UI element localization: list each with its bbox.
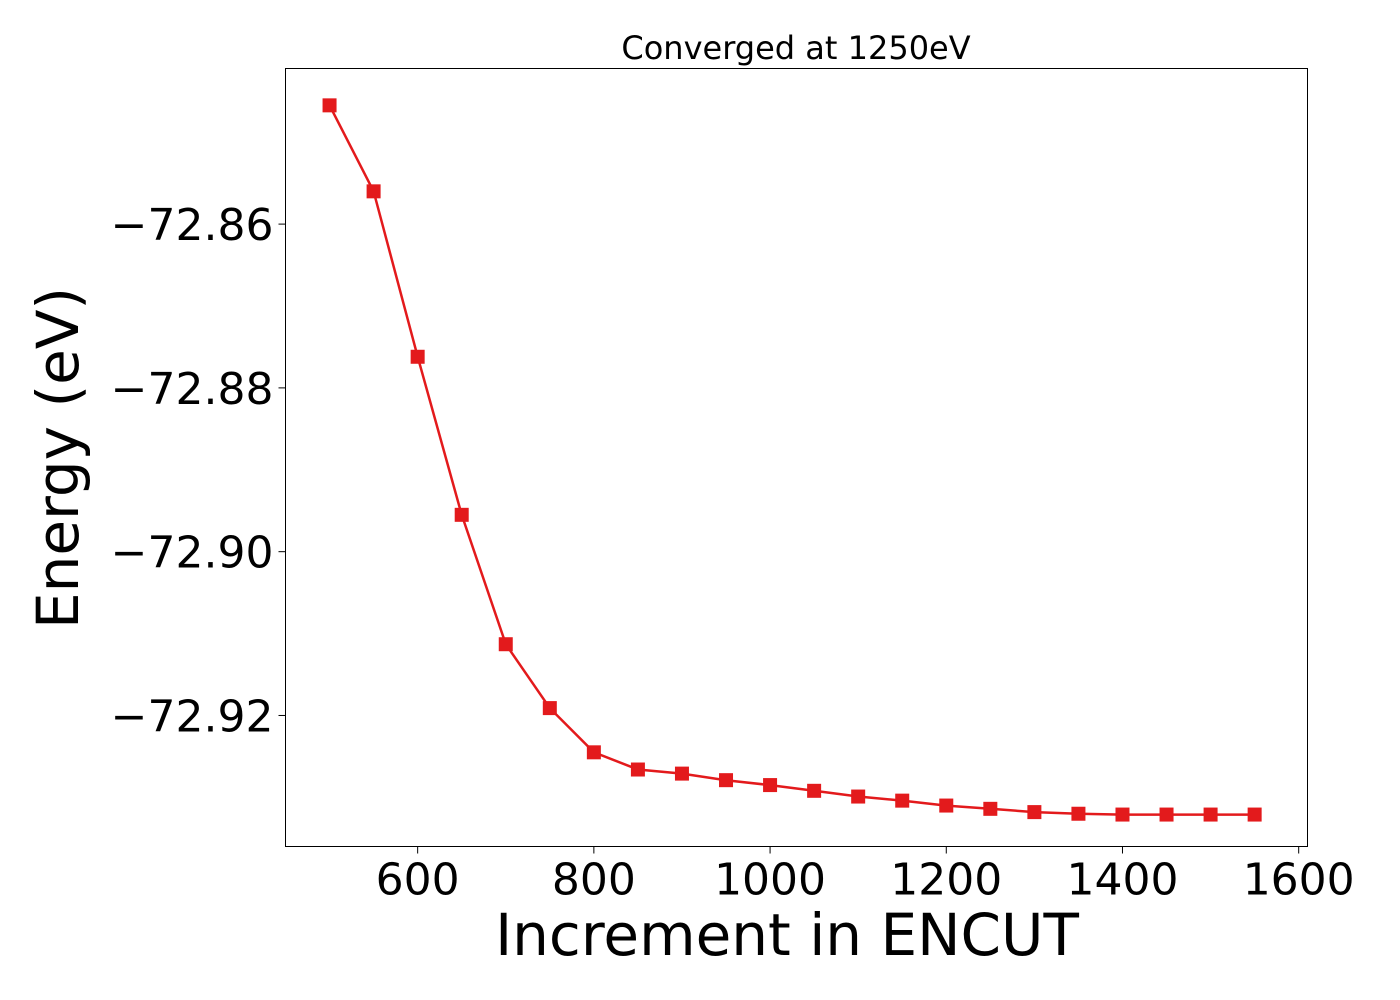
y-tick-label: −72.92 — [111, 691, 274, 742]
x-tick-label: 1400 — [1066, 855, 1178, 906]
x-tick-label: 1200 — [890, 855, 1002, 906]
series-line — [328, 104, 1255, 816]
x-tick-label: 800 — [552, 855, 636, 906]
x-tick-label: 1000 — [714, 855, 826, 906]
y-tick-label: −72.90 — [111, 528, 274, 579]
data-point — [763, 778, 778, 793]
y-axis-label: Energy (eV) — [24, 287, 92, 629]
data-point — [410, 349, 425, 364]
data-point — [1071, 806, 1086, 821]
data-point — [1247, 807, 1262, 822]
x-axis-label: Increment in ENCUT — [495, 901, 1079, 969]
y-axis: −72.86 −72.88 −72.90 −72.92 — [111, 200, 286, 742]
plot-frame — [285, 68, 1308, 847]
data-point — [851, 789, 866, 804]
data-point — [807, 783, 822, 798]
x-tick-label: 1600 — [1243, 855, 1355, 906]
data-point — [498, 637, 513, 652]
x-axis: 600 800 1000 1200 1400 1600 — [376, 846, 1355, 906]
data-point — [454, 507, 469, 522]
y-tick-label: −72.86 — [111, 200, 274, 251]
data-point — [366, 184, 381, 199]
data-point — [1159, 807, 1174, 822]
data-point — [322, 98, 337, 113]
data-point — [1115, 807, 1130, 822]
data-point — [719, 773, 734, 788]
data-point — [630, 762, 645, 777]
data-point — [1203, 807, 1218, 822]
series-layer — [322, 98, 1262, 822]
data-point — [1027, 805, 1042, 820]
y-tick-label: −72.88 — [111, 364, 274, 415]
data-point — [674, 766, 689, 781]
data-point — [586, 745, 601, 760]
data-point — [983, 801, 998, 816]
data-point — [939, 798, 954, 813]
data-point — [542, 701, 557, 716]
chart-title: Converged at 1250eV — [621, 29, 970, 67]
data-point — [895, 793, 910, 808]
x-tick-label: 600 — [376, 855, 460, 906]
